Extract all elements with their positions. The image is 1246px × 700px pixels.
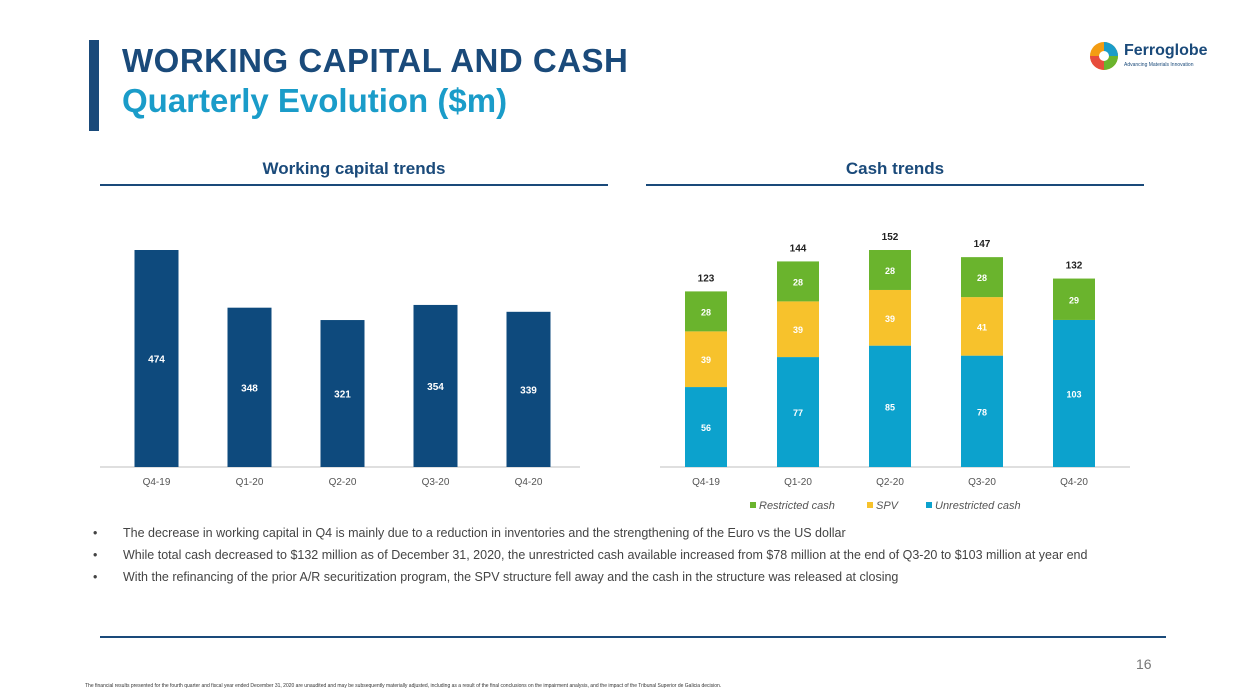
wc-bar-label: 474 [148, 355, 165, 366]
cash-segment-label: 28 [885, 266, 895, 276]
cash-bar-segment [777, 261, 819, 302]
wc-tick-label: Q4-19 [143, 477, 171, 488]
cash-segment-label: 39 [701, 355, 711, 365]
logo-name: Ferroglobe [1124, 42, 1208, 59]
wc-tick-label: Q1-20 [236, 477, 264, 488]
page-number: 16 [1136, 656, 1152, 672]
cash-total-label: 123 [698, 273, 715, 284]
company-logo: Ferroglobe Advancing Materials Innovatio… [1088, 40, 1223, 76]
cash-section-rule [646, 184, 1144, 186]
wc-bar-label: 354 [427, 382, 444, 393]
cash-bar-segment [869, 345, 911, 467]
cash-bar-segment [869, 250, 911, 290]
bullet-list: • The decrease in working capital in Q4 … [93, 522, 1173, 588]
cash-legend-label: SPV [876, 500, 900, 512]
cash-segment-label: 77 [793, 408, 803, 418]
cash-legend-label: Restricted cash [759, 500, 835, 512]
cash-section-title: Cash trends [845, 159, 945, 178]
cash-segment-label: 29 [1069, 295, 1079, 305]
cash-segment-label: 28 [701, 307, 711, 317]
wc-tick-label: Q2-20 [329, 477, 357, 488]
cash-segment-label: 41 [977, 322, 987, 332]
cash-bar-segment [961, 355, 1003, 467]
cash-bar-segment [961, 257, 1003, 298]
cash-legend-swatch [750, 502, 756, 508]
wc-bar [506, 311, 551, 467]
cash-segment-label: 28 [793, 277, 803, 287]
ferroglobe-logo-icon [1090, 42, 1118, 70]
cash-segment-label: 28 [977, 273, 987, 283]
wc-bar-label: 339 [520, 385, 537, 396]
cash-segment-label: 103 [1066, 389, 1081, 399]
cash-tick-label: Q2-20 [876, 477, 904, 488]
cash-total-label: 152 [882, 232, 899, 243]
cash-segment-label: 56 [701, 423, 711, 433]
bullet-dot: • [93, 526, 98, 540]
wc-bar [227, 307, 272, 467]
bullet-item: • The decrease in working capital in Q4 … [93, 522, 1173, 544]
cash-bar-segment [685, 331, 727, 388]
cash-bar-segment [961, 297, 1003, 356]
cash-bar-segment [685, 291, 727, 332]
page-title: WORKING CAPITAL AND CASH [122, 42, 629, 79]
cash-legend-swatch [867, 502, 873, 508]
cash-bar-segment [869, 289, 911, 346]
cash-segment-label: 85 [885, 402, 895, 412]
bullet-item: • With the refinancing of the prior A/R … [93, 566, 1173, 588]
wc-bar [320, 320, 365, 467]
cash-segment-label: 39 [793, 325, 803, 335]
cash-segment-label: 39 [885, 314, 895, 324]
title-accent-bar [89, 40, 99, 131]
cash-tick-label: Q4-19 [692, 477, 720, 488]
wc-bar [413, 304, 458, 467]
wc-bar-label: 348 [241, 383, 258, 394]
logo-tagline: Advancing Materials Innovation [1124, 62, 1194, 68]
cash-total-label: 147 [974, 239, 991, 250]
footer-rule [100, 636, 1166, 638]
cash-bar-segment [1053, 278, 1095, 320]
footnote: The financial results presented for the … [85, 683, 722, 689]
cash-total-label: 132 [1066, 261, 1083, 272]
cash-bar-segment [777, 357, 819, 467]
cash-tick-label: Q3-20 [968, 477, 996, 488]
page-subtitle: Quarterly Evolution ($m) [122, 82, 508, 119]
cash-legend-label: Unrestricted cash [935, 500, 1021, 512]
wc-section-rule [100, 184, 608, 186]
cash-bar-segment [777, 301, 819, 358]
bullet-dot: • [93, 570, 98, 584]
cash-legend-swatch [926, 502, 932, 508]
cash-tick-label: Q4-20 [1060, 477, 1088, 488]
cash-total-label: 144 [790, 243, 807, 254]
wc-section-title: Working capital trends [262, 159, 446, 178]
cash-segment-label: 78 [977, 407, 987, 417]
cash-bar-segment [1053, 319, 1095, 467]
bullet-dot: • [93, 548, 98, 562]
wc-bar-label: 321 [334, 390, 351, 401]
cash-bar-segment [685, 387, 727, 467]
wc-bar [134, 250, 179, 467]
cash-tick-label: Q1-20 [784, 477, 812, 488]
wc-tick-label: Q3-20 [422, 477, 450, 488]
wc-tick-label: Q4-20 [515, 477, 543, 488]
bullet-item: • While total cash decreased to $132 mil… [93, 544, 1173, 566]
